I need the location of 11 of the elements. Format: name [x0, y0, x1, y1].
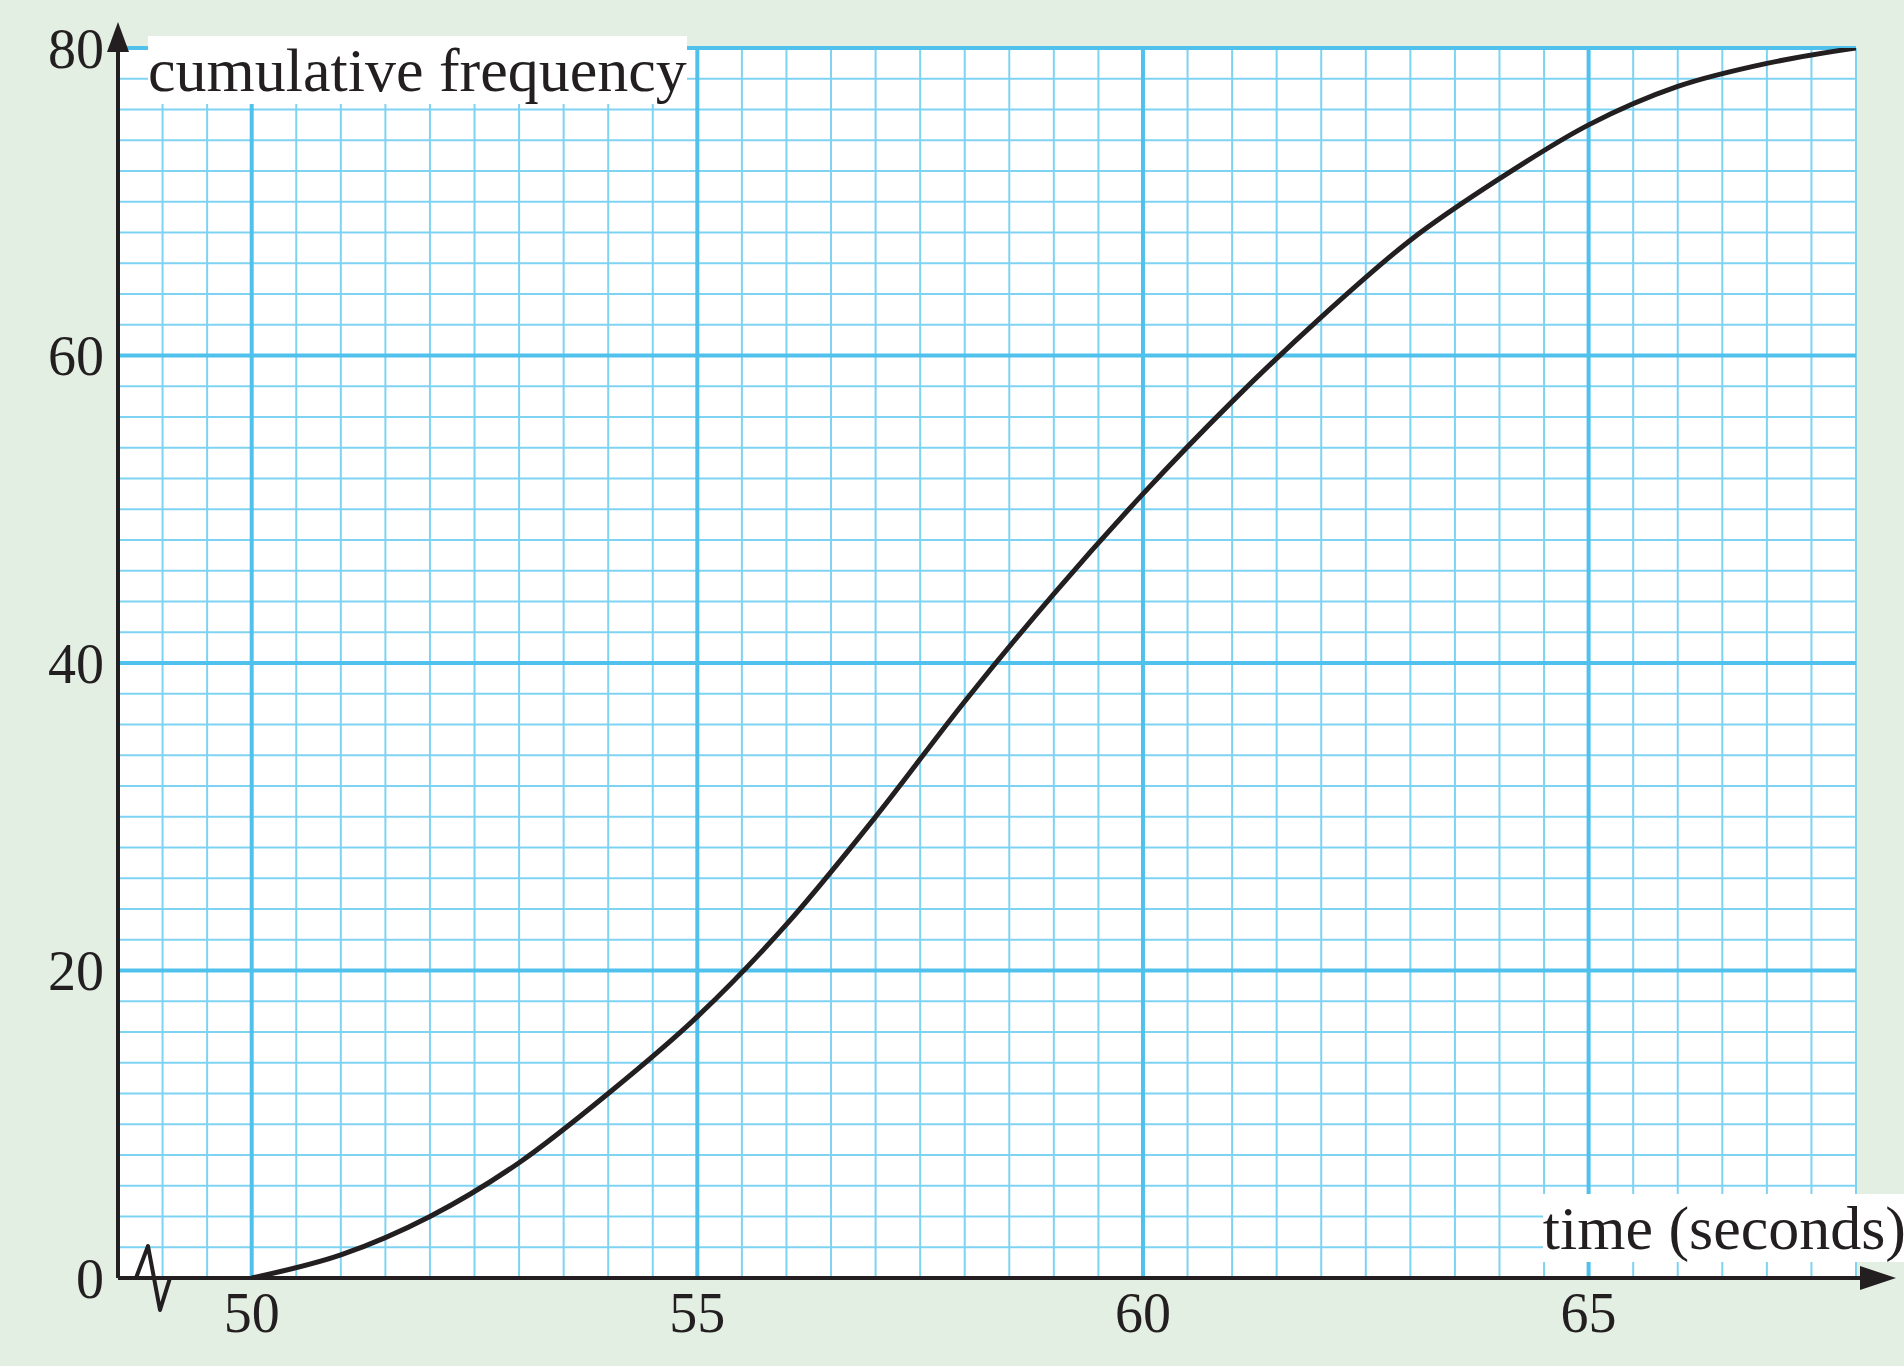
x-tick-label: 55	[669, 1281, 726, 1344]
x-tick-label: 50	[223, 1281, 280, 1344]
y-tick-label: 80	[48, 17, 104, 80]
y-tick-label: 40	[48, 632, 104, 695]
y-tick-label: 60	[48, 325, 104, 388]
x-axis-title: time (seconds)	[1542, 1194, 1904, 1263]
x-tick-label: 60	[1114, 1281, 1171, 1344]
y-axis-title: cumulative frequency	[148, 36, 687, 105]
y-tick-label: 0	[76, 1247, 104, 1310]
y-tick-label: 20	[48, 940, 104, 1003]
x-tick-label: 65	[1560, 1281, 1617, 1344]
